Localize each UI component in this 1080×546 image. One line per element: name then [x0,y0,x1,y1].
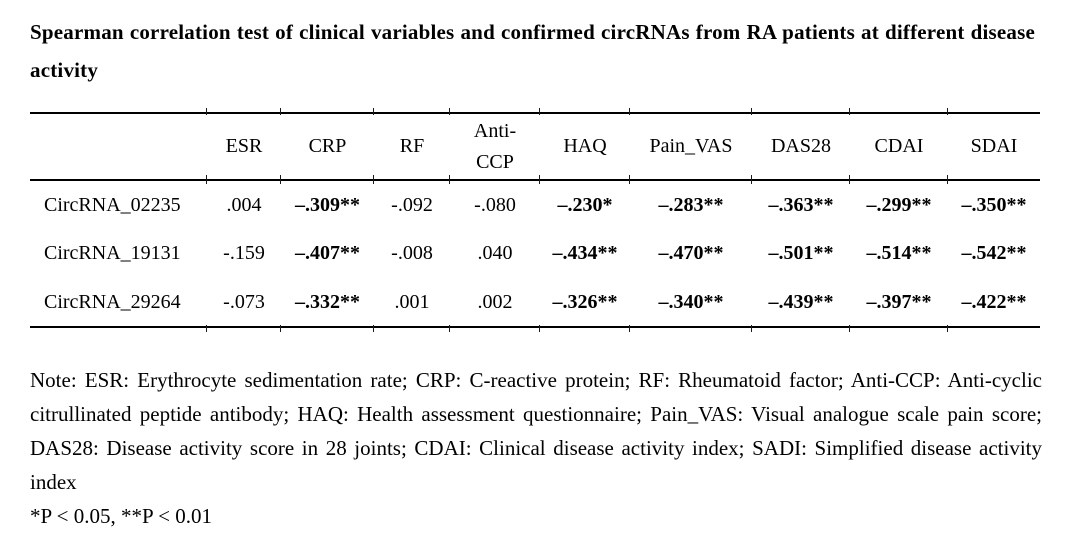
correlation-cell: –.397** [849,278,948,332]
column-header-cdai: CDAI [849,107,948,183]
correlation-cell: –.422** [947,278,1040,332]
correlation-cell: -.092 [391,193,433,216]
row-label: CircRNA_29264 [44,290,181,313]
correlation-cell: –.542** [961,242,1027,264]
table-row: CircRNA_02235 .004 –.309** -.092 -.080 –.230*… [30,180,1040,229]
table-header: ESR CRP RF Anti-CCP HAQ Pain_VAS DAS28 CDAI SDAI [30,107,1040,183]
correlation-cell: –.501** [768,242,834,264]
row-label: CircRNA_19131 [44,242,181,264]
correlation-cell: -.080 [474,193,516,216]
column-header-rf: RF [373,107,450,183]
row-label: CircRNA_02235 [44,193,181,216]
significance-note: *P < 0.05, **P < 0.01 [30,504,212,528]
column-header-das28: DAS28 [751,107,850,183]
correlation-cell: –.332** [280,278,374,332]
column-header-haq: HAQ [539,107,630,183]
correlation-table: ESR CRP RF Anti-CCP HAQ Pain_VAS DAS28 CDAI SDAI… [30,107,1040,332]
table-title: Spearman correlation test of clinical va… [30,20,1035,82]
table-header-row: ESR CRP RF Anti-CCP HAQ Pain_VAS DAS28 CDAI SDAI [30,107,1040,183]
column-header-anti-ccp: Anti-CCP [449,107,540,183]
correlation-cell: –.283** [658,193,724,216]
correlation-cell: .004 [226,193,262,216]
correlation-cell: .002 [449,278,540,332]
correlation-cell: –.326** [539,278,630,332]
correlation-cell: –.434** [552,242,618,264]
correlation-cell: –.470** [658,242,724,264]
table-body: CircRNA_02235 .004 –.309** -.092 -.080 –.230*… [30,180,1040,332]
column-header-pain-vas: Pain_VAS [629,107,752,183]
correlation-cell: .001 [373,278,450,332]
table-row: CircRNA_29264 -.073 –.332** .001.002 –.326**… [30,278,1040,332]
correlation-cell: –.230* [557,193,613,216]
correlation-cell: –.439** [751,278,850,332]
correlation-cell: –.309** [295,193,360,216]
column-header-sdai: SDAI [947,107,1040,183]
correlation-cell: -.008 [391,242,433,264]
corner-cell [30,113,207,181]
correlation-cell: –.514** [866,242,932,264]
correlation-cell: –.340** [629,278,752,332]
abbreviations-note: Note: ESR: Erythrocyte sedimentation rat… [30,368,1042,494]
correlation-cell: –.299** [866,193,932,216]
correlation-cell: .040 [477,242,513,264]
column-header-crp: CRP [280,107,374,183]
correlation-cell: –.363** [768,193,834,216]
correlation-cell: –.350** [961,193,1027,216]
correlation-cell: –.407** [295,242,360,264]
table-row: CircRNA_19131 -.159 –.407** -.008 .040 –.434*… [30,229,1040,278]
column-header-esr: ESR [206,107,281,183]
correlation-cell: -.159 [223,242,265,264]
correlation-cell: -.073 [206,278,281,332]
